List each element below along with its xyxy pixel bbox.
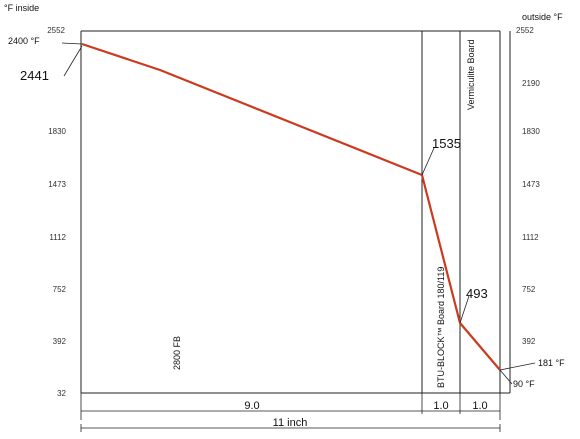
interface-2-leader [459,295,470,324]
left-axis: 2552 1830 1473 1112 752 392 32 [47,26,82,398]
right-axis-title: outside °F [522,12,563,22]
inside-temp-label: 2400 °F [8,36,40,46]
right-tick-label: 392 [522,337,536,346]
interface-2-temp-label: 493 [466,286,488,301]
total-thickness-label: 11 inch [273,417,308,429]
inside-temp-leader [61,42,83,45]
right-tick-label: 752 [522,285,536,294]
board-thickness-label: 1.0 [433,400,448,412]
layer-label-vermiculite: Vermiculite Board [466,39,476,110]
outside-temp-label: 90 °F [513,379,535,389]
hot-face-temp-label: 2441 [20,68,49,83]
interface-1-leader [421,147,435,176]
left-tick-label: 752 [53,285,67,294]
right-tick-label: 1112 [522,233,539,242]
left-tick-label: 1830 [48,127,66,136]
layer-label-brick: 2800 FB [172,336,182,370]
cold-face-leader [499,362,536,371]
dimension-lines [80,393,501,432]
interface-1-temp-label: 1535 [432,136,461,151]
brick-thickness-label: 9.0 [244,400,259,412]
left-tick-label: 32 [57,389,66,398]
left-tick-label: 1112 [49,233,66,242]
vermiculite-thickness-label: 1.0 [472,400,487,412]
right-tick-label: 2552 [516,26,534,35]
left-tick-label: 392 [53,337,67,346]
right-tick-label: 1830 [522,127,540,136]
cold-face-temp-label: 181 °F [538,358,565,368]
left-tick-label: 2552 [47,26,65,35]
hot-face-leader [63,45,83,77]
right-tick-label: 2190 [522,79,540,88]
outside-temp-leader [499,369,513,385]
right-axis: 2552 2190 1830 1473 1112 752 392 [509,26,540,393]
left-axis-title: °F inside [4,3,39,13]
right-tick-label: 1473 [522,180,540,189]
left-tick-label: 1473 [48,180,66,189]
layer-label-board: BTU-BLOCK™ Board 180/119 [436,267,446,388]
